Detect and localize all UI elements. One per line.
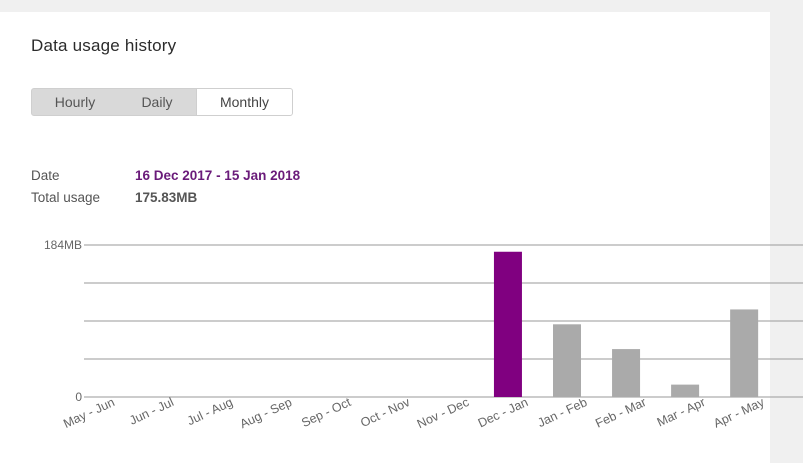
tab-daily[interactable]: Daily [141, 94, 173, 110]
tab-monthly[interactable]: Monthly [196, 89, 292, 115]
x-tick-label: Sep - Oct [299, 395, 353, 430]
bar [730, 309, 759, 397]
x-tick-label: Dec - Jan [476, 395, 530, 430]
total-usage-label: Total usage [31, 190, 101, 205]
bar [612, 349, 641, 397]
x-tick-label: Oct - Nov [358, 395, 412, 430]
tab-hourly[interactable]: Hourly [54, 94, 96, 110]
page-title: Data usage history [31, 36, 177, 55]
x-tick-label: Jul - Aug [185, 395, 235, 428]
x-tick-label: Feb - Mar [593, 395, 648, 431]
x-tick-label: Nov - Dec [415, 395, 471, 431]
date-label: Date [31, 168, 60, 183]
bar [493, 251, 522, 397]
y-tick-label: 184MB [44, 238, 82, 252]
x-tick-label: Apr - May [711, 395, 767, 431]
x-tick-label: Jun - Jul [127, 395, 176, 428]
total-usage-value: 175.83MB [135, 190, 198, 205]
x-tick-label: Aug - Sep [238, 395, 294, 431]
bar [553, 324, 581, 397]
x-tick-label: May - Jun [61, 395, 117, 431]
bar [671, 384, 700, 397]
x-tick-label: Mar - Apr [655, 395, 708, 429]
y-tick-label: 0 [75, 390, 82, 404]
usage-card [0, 12, 770, 463]
period-toggle: Hourly Daily Monthly [31, 88, 293, 116]
x-tick-label: Jan - Feb [535, 395, 589, 430]
date-value: 16 Dec 2017 - 15 Jan 2018 [135, 168, 301, 183]
